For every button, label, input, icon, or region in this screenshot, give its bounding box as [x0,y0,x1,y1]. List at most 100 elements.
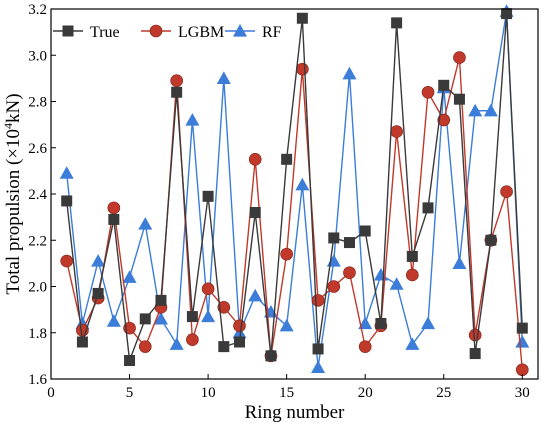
data-point [391,17,403,29]
x-axis-title: Ring number [245,402,345,423]
data-point [359,225,371,237]
data-point [153,311,168,325]
data-point [422,202,434,214]
y-tick-label: 3.0 [28,48,47,64]
legend: True LGBM RF [53,24,282,41]
y-tick-label: 2.6 [28,141,47,157]
data-point [59,166,74,179]
data-point [328,232,340,244]
y-tick-label: 1.6 [28,372,47,388]
y-axis-title-suffix: kN) [3,93,24,123]
legend-label: RF [262,24,282,41]
data-point [516,322,528,334]
legend-marker [62,25,74,37]
data-point [186,311,198,323]
legend-item-lgbm: LGBM [141,24,224,41]
data-point [122,270,137,283]
x-tick-label: 20 [358,385,373,401]
data-point [375,318,387,329]
data-point [60,254,74,268]
data-point [389,277,404,290]
x-tick-label: 30 [515,385,530,401]
data-point [515,363,529,377]
data-point [234,336,246,348]
x-tick-label: 0 [47,385,55,401]
data-point [452,256,467,269]
data-point [201,282,215,296]
data-point [405,337,420,350]
data-point [185,113,200,126]
data-point [249,207,261,218]
legend-item-rf: RF [225,24,282,41]
data-point [265,350,277,362]
data-point [515,335,530,348]
legend-item-true: True [53,24,120,41]
y-tick-label: 2.2 [28,233,47,249]
y-tick-label: 2.8 [28,95,47,111]
data-point [468,103,483,117]
data-point [280,247,293,261]
x-tick-label: 5 [126,385,134,401]
data-point [92,287,104,299]
data-point [216,71,231,84]
y-tick-label: 1.8 [28,326,47,342]
data-point [138,217,153,230]
y-axis-title-superscript: 4 [1,123,15,129]
data-point [406,250,418,262]
legend-marker [233,24,247,37]
data-point [296,12,308,24]
data-point [437,113,451,127]
data-point [138,340,152,353]
data-point [124,355,136,366]
data-point [217,301,231,314]
data-point [468,328,482,342]
data-point [169,337,184,350]
data-point [343,237,355,249]
data-point [483,103,498,117]
data-point [281,153,293,165]
data-point [311,294,325,307]
data-point [358,340,372,353]
data-point [469,348,481,360]
data-point [421,316,436,330]
data-point [218,341,230,353]
y-tick-label: 2.4 [28,187,47,203]
data-point [107,201,121,215]
y-axis-title: Total propulsion (×104kN) [1,93,24,294]
data-point [438,79,450,91]
data-point [406,268,419,282]
data-point [343,266,356,279]
data-point [453,93,465,105]
legend-label: LGBM [178,24,224,41]
legend-marker [149,24,163,38]
x-tick-label: 15 [279,385,294,401]
y-axis-title-prefix: Total propulsion (×10 [3,129,24,295]
data-point [108,213,120,225]
data-point [311,360,326,374]
data-point [186,333,199,346]
data-point [296,62,309,76]
data-point [327,280,341,293]
series-true [61,8,528,366]
data-point [358,316,373,330]
data-point [201,309,216,323]
data-point [485,234,497,246]
data-point [106,314,121,327]
data-point [312,343,324,355]
data-point [342,66,357,80]
x-tick-label: 10 [201,385,216,401]
series-layer [59,4,530,377]
data-point [171,86,183,98]
y-tick-label: 2.0 [28,280,47,296]
data-point [155,294,167,306]
axis-ticks: 0 5 10 15 20 25 30 1.6 1.8 2.0 2.2 2.4 2.6 2.8 3.0 3.2 [28,2,530,401]
data-point [390,125,403,138]
data-point [453,51,466,64]
data-point [279,318,294,332]
data-point [501,8,513,20]
data-point [421,85,435,99]
data-point [139,313,151,325]
data-point [61,195,73,207]
data-point [248,153,262,166]
